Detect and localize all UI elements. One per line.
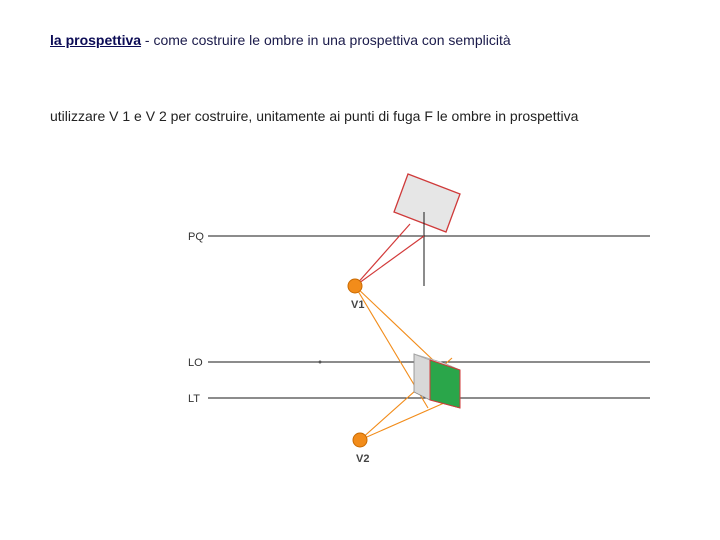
red-ray-0: [355, 224, 410, 286]
point-label-v1: V1: [351, 299, 364, 311]
ref-label-lt: LT: [188, 393, 200, 405]
solid-side-face: [414, 354, 430, 400]
lo-tick: [319, 361, 322, 364]
page-root: la prospettiva - come costruire le ombre…: [0, 0, 720, 540]
title-bold: la prospettiva: [50, 32, 141, 48]
point-v1: [348, 279, 362, 293]
perspective-diagram: PQ LO LT V1 V2: [130, 160, 650, 520]
title-rest: - come costruire le ombre in una prospet…: [141, 32, 511, 48]
ref-label-pq: PQ: [188, 231, 204, 243]
upper-parallelogram: [394, 174, 460, 232]
ref-label-lo: LO: [188, 357, 203, 369]
point-v2: [353, 433, 367, 447]
red-ray-1: [355, 236, 424, 286]
point-label-v2: V2: [356, 453, 369, 465]
page-title: la prospettiva - come costruire le ombre…: [50, 32, 511, 48]
page-subtitle: utilizzare V 1 e V 2 per costruire, unit…: [50, 108, 578, 124]
